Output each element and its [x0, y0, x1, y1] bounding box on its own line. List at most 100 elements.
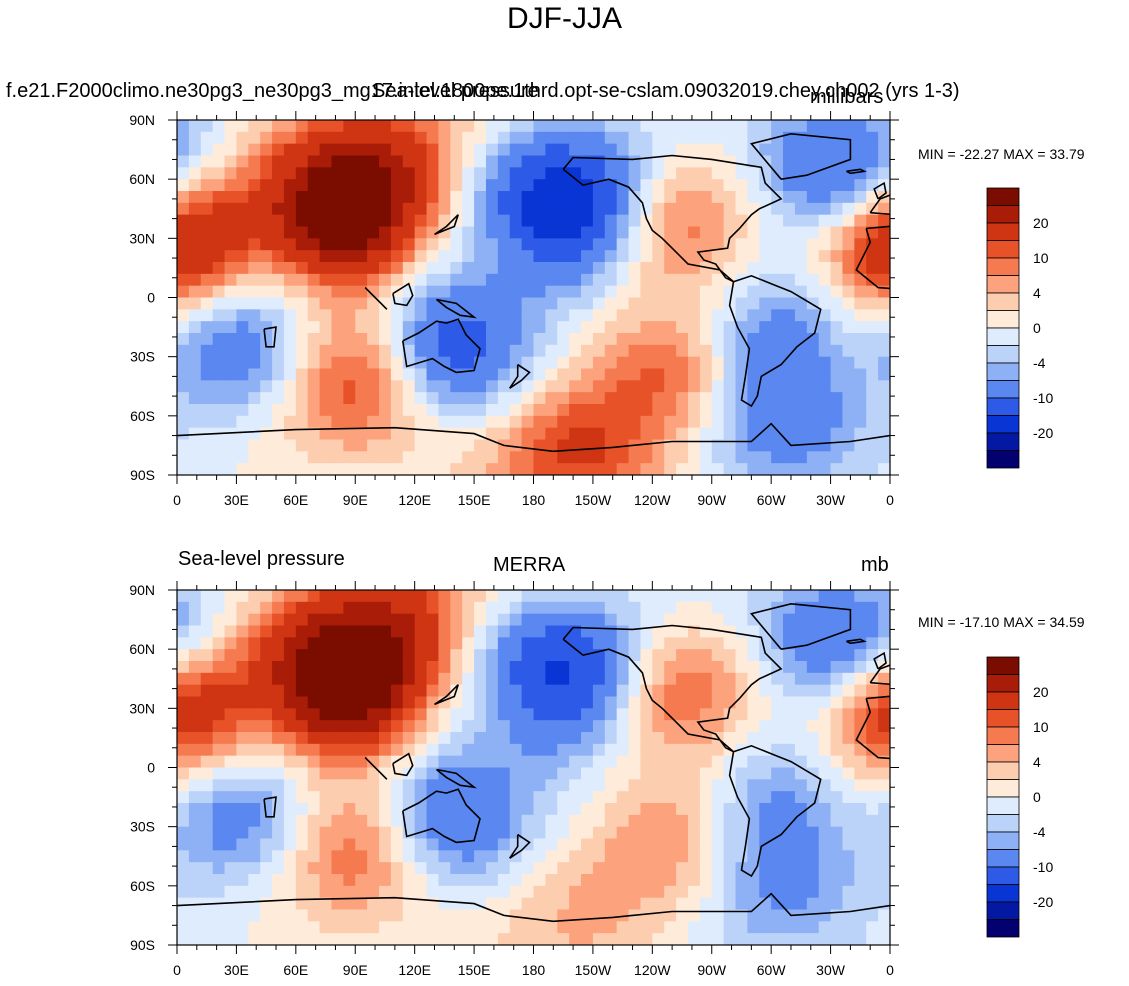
heat-cell [260, 451, 273, 464]
heat-cell [236, 131, 249, 145]
heat-cell [295, 885, 309, 899]
heat-cell [343, 238, 356, 251]
heat-cell [747, 368, 760, 381]
heat-cell [307, 696, 321, 709]
heat-cell [747, 732, 760, 745]
heat-cell [640, 238, 653, 251]
model-case-name: f.e21.F2000climo.ne30pg3_ne30pg3_mg17.in… [6, 80, 960, 102]
heat-cell [462, 708, 475, 721]
heat-cell [699, 672, 713, 686]
heat-cell [842, 613, 855, 627]
heat-cell [783, 767, 796, 780]
heat-cell [367, 463, 380, 475]
heat-cell [854, 814, 867, 828]
heat-cell [783, 862, 796, 875]
heat-cell [545, 625, 558, 638]
heat-cell [497, 874, 511, 887]
heat-cell [711, 380, 725, 393]
heat-cell [854, 250, 867, 263]
heat-cell [272, 613, 285, 627]
heat-cell [878, 803, 890, 816]
heat-cell [438, 167, 451, 180]
heat-cell [592, 356, 606, 370]
heat-cell [854, 392, 867, 405]
heat-cell [592, 463, 606, 475]
heat-cell [747, 309, 760, 322]
heat-cell [474, 850, 487, 863]
heat-cell [283, 120, 297, 133]
colorbar-box [986, 415, 1020, 434]
heat-cell [402, 202, 416, 216]
heat-cell [236, 120, 249, 133]
coastline [855, 225, 890, 290]
heat-cell [628, 368, 642, 381]
heat-cell [830, 803, 844, 816]
heat-cell [497, 238, 511, 251]
heat-cell [414, 415, 428, 429]
heat-cell [509, 214, 523, 228]
heat-cell [854, 803, 867, 816]
heat-cell [581, 708, 594, 721]
heat-cell [616, 214, 630, 228]
heat-cell [283, 262, 297, 275]
heat-cell [438, 637, 451, 650]
heat-cell [319, 755, 333, 769]
heat-cell [474, 155, 487, 168]
heat-cell [497, 767, 511, 780]
heat-cell [581, 601, 594, 615]
heat-cell [236, 250, 249, 263]
heat-cell [533, 356, 546, 370]
heat-cell [664, 463, 677, 475]
heat-cell [188, 238, 202, 251]
heat-cell [177, 897, 190, 911]
heat-cell [818, 732, 832, 745]
heat-cell [747, 202, 760, 216]
heat-cell [830, 850, 844, 863]
heat-cell [331, 380, 344, 393]
heat-cell [640, 179, 653, 192]
heat-cell [628, 637, 642, 650]
heat-cell [771, 803, 784, 816]
heat-cell [200, 167, 214, 180]
heat-cell [379, 826, 392, 840]
heat-cell [723, 451, 737, 464]
heat-cell [462, 933, 475, 945]
heat-cell [521, 601, 535, 615]
heat-cell [438, 826, 451, 840]
heat-cell [818, 262, 832, 275]
colorbar-label: 0 [1033, 789, 1041, 805]
heat-cell [676, 155, 689, 168]
heat-cell [711, 755, 725, 769]
heat-cell [592, 814, 606, 828]
heat-cell [569, 613, 582, 627]
heat-cell [355, 214, 368, 228]
heat-cell [759, 179, 772, 192]
heat-cell [640, 755, 653, 769]
heat-cell [711, 321, 725, 334]
heat-cell [224, 755, 238, 769]
heat-cell [604, 451, 618, 464]
heat-cell [699, 637, 713, 650]
heat-cell [521, 720, 535, 733]
heat-cell [866, 814, 879, 828]
heat-cell [592, 897, 606, 911]
heat-cell [367, 167, 380, 180]
heat-cell [212, 238, 226, 251]
heat-cell [723, 850, 737, 863]
heat-cell [771, 380, 784, 393]
heat-cell [699, 649, 713, 662]
heatmap-field [177, 590, 890, 945]
heat-cell [236, 874, 249, 887]
heat-cell [699, 696, 713, 709]
heat-cell [509, 921, 523, 934]
heat-cell [640, 897, 653, 911]
heat-cell [497, 333, 511, 346]
heat-cell [188, 601, 202, 615]
heat-cell [878, 637, 890, 650]
heat-cell [830, 874, 844, 887]
heat-cell [402, 885, 416, 899]
heat-cell [509, 143, 523, 157]
heat-cell [569, 262, 582, 275]
heat-cell [628, 380, 642, 393]
heat-cell [818, 755, 832, 769]
